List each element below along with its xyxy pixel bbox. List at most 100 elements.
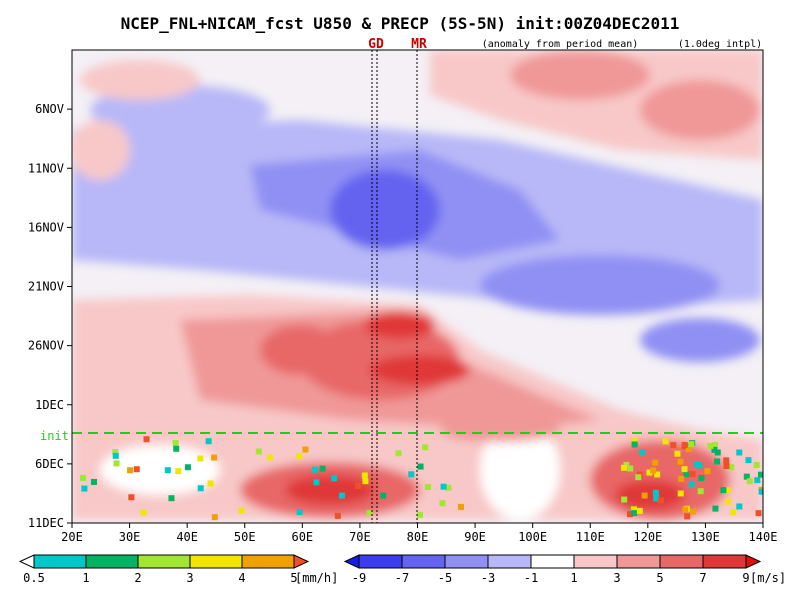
precip-cell xyxy=(319,465,326,472)
u850-bar-segment xyxy=(358,554,403,569)
precip-cell xyxy=(724,487,731,494)
y-tick-label: 1DEC xyxy=(35,398,64,412)
precip-cell xyxy=(173,445,180,452)
precip-cell xyxy=(172,440,179,447)
u850-bar-label: -9 xyxy=(352,571,366,585)
u850-bar-label: 5 xyxy=(656,571,663,585)
u850-bar-segment xyxy=(702,554,747,569)
precip-cell xyxy=(296,453,303,460)
precip-cell xyxy=(81,485,88,492)
precip-cell xyxy=(653,495,660,502)
u850-bar-label: -3 xyxy=(481,571,495,585)
precip-cell xyxy=(720,487,727,494)
precip-cell xyxy=(683,471,690,478)
precip-cell xyxy=(681,442,688,449)
precip-cell xyxy=(440,483,447,490)
precip-cell xyxy=(636,507,643,514)
precip-cell xyxy=(621,496,628,503)
precip-cell xyxy=(754,477,761,484)
precip-bar-segment xyxy=(241,554,295,569)
precip-cell xyxy=(211,454,218,461)
precip-cell xyxy=(127,467,134,474)
chart-subtitle-anomaly: (anomaly from period mean) xyxy=(482,39,639,50)
precip-cell xyxy=(112,449,119,456)
precip-cell xyxy=(630,506,637,513)
x-tick-label: 30E xyxy=(119,530,141,544)
precip-cell xyxy=(755,510,762,517)
x-tick-label: 120E xyxy=(633,530,662,544)
precip-cell xyxy=(652,459,659,466)
precip-cell xyxy=(311,466,318,473)
precip-cell xyxy=(753,461,760,468)
precip-cell xyxy=(91,478,98,485)
precip-cell xyxy=(684,513,691,520)
precip-cell xyxy=(422,444,429,451)
x-tick-label: 50E xyxy=(234,530,256,544)
y-tick-label: 11DEC xyxy=(28,516,64,530)
marker-label-mr: MR xyxy=(411,37,427,52)
x-tick-label: 60E xyxy=(291,530,313,544)
precip-bar-segment xyxy=(85,554,139,569)
precip-cell xyxy=(380,492,387,499)
u850-bar-label: 9 xyxy=(742,571,749,585)
precip-bar-label: 3 xyxy=(186,571,193,585)
precip-bar-cap-left xyxy=(18,554,35,569)
precip-cell xyxy=(723,457,730,464)
precip-cell xyxy=(688,441,695,448)
precip-cell xyxy=(662,438,669,445)
precip-cell xyxy=(714,458,721,465)
precip-cell xyxy=(685,446,692,453)
u850-bar-segment xyxy=(573,554,618,569)
init-label: init xyxy=(40,429,69,443)
marker-label-gd: GD xyxy=(368,37,384,52)
u850-bar-cap-right xyxy=(745,554,762,569)
y-tick-label: 11NOV xyxy=(28,161,64,175)
precip-cell xyxy=(758,488,763,495)
precip-cell xyxy=(417,511,424,518)
precip-cell xyxy=(639,449,646,456)
precip-cell xyxy=(140,509,147,516)
precip-dots xyxy=(80,436,763,521)
y-tick-label: 26NOV xyxy=(28,339,64,353)
x-tick-label: 140E xyxy=(749,530,778,544)
u850-bar-segment xyxy=(616,554,661,569)
precip-cell xyxy=(757,471,763,478)
precip-cell xyxy=(366,509,373,516)
precip-cell xyxy=(712,505,719,512)
precip-cell xyxy=(211,514,218,521)
precip-cell xyxy=(689,508,696,515)
y-tick-label: 21NOV xyxy=(28,280,64,294)
precip-cell xyxy=(361,472,368,479)
x-tick-label: 100E xyxy=(518,530,547,544)
precip-cell xyxy=(730,509,737,516)
chart-subtitle-interp: (1.0deg intpl) xyxy=(678,39,762,50)
u850-bar-label: 7 xyxy=(699,571,706,585)
precip-cell xyxy=(168,495,175,502)
precip-cell xyxy=(674,450,681,457)
precip-cell xyxy=(714,449,721,456)
precip-cell xyxy=(745,457,752,464)
precip-cell xyxy=(697,488,704,495)
precip-cell xyxy=(728,464,735,471)
y-tick-label: 6DEC xyxy=(35,457,64,471)
precip-cell xyxy=(197,455,204,462)
precip-cell xyxy=(652,489,659,496)
precip-bar-label: 0.5 xyxy=(23,571,45,585)
precip-cell xyxy=(631,510,638,517)
precip-cell xyxy=(112,452,119,459)
precip-cell xyxy=(704,468,711,475)
precip-cell xyxy=(743,473,750,480)
u850-bar-segment xyxy=(444,554,489,569)
precip-cell xyxy=(331,475,338,482)
anomaly-field xyxy=(72,50,763,523)
precip-cell xyxy=(458,503,465,510)
precip-cell xyxy=(197,485,204,492)
precip-cell xyxy=(439,500,446,507)
x-tick-label: 90E xyxy=(464,530,486,544)
precip-cell xyxy=(355,483,362,490)
precip-cell xyxy=(445,484,452,491)
precip-cell xyxy=(670,442,677,449)
precip-cell xyxy=(657,497,664,504)
precip-cell xyxy=(205,438,212,445)
x-tick-label: 130E xyxy=(691,530,720,544)
